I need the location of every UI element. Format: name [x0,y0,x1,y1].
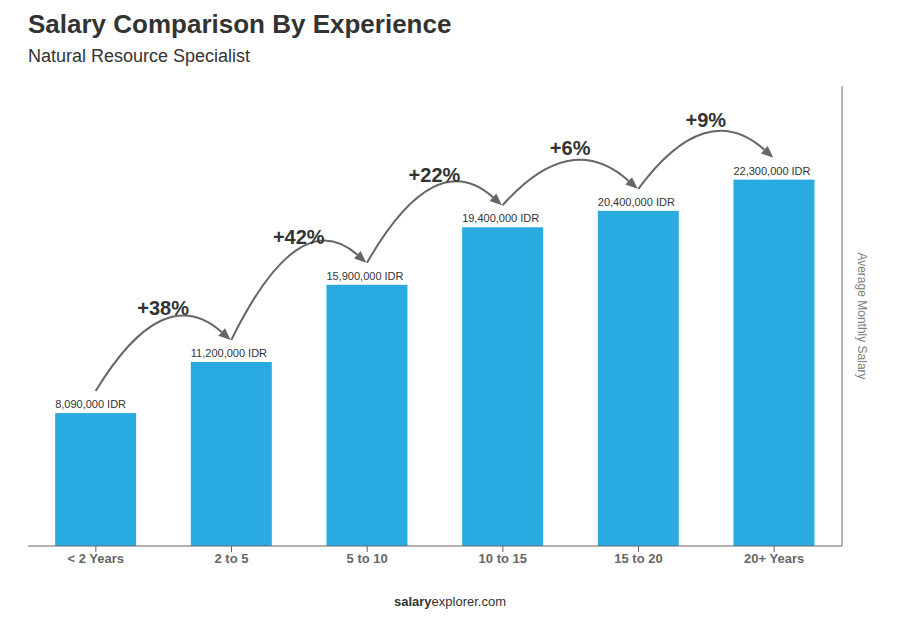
html-text:Salary Comparison By Experienc: Salary Comparison By Experience [28,9,452,39]
svg-text:+9%: +9% [686,109,727,131]
svg-text:2 to 5: 2 to 5 [215,551,249,566]
svg-text:+38%: +38% [137,297,189,319]
svg-text:8,090,000 IDR: 8,090,000 IDR [55,398,126,410]
svg-text:19,400,000 IDR: 19,400,000 IDR [462,212,539,224]
svg-text:+42%: +42% [273,226,325,248]
html-text:salary explorer.com: salary explorer.com [394,594,506,609]
svg-text:10 to 15: 10 to 15 [479,551,527,566]
svg-text:15 to 20: 15 to 20 [614,551,662,566]
svg-text:20,400,000 IDR: 20,400,000 IDR [598,196,675,208]
svg-text:Average Monthly Salary: Average Monthly Salary [855,252,869,379]
svg-text:11,200,000 IDR: 11,200,000 IDR [191,347,267,359]
svg-text:20+ Years: 20+ Years [744,551,804,566]
html-text:Natural Resource Specialist: Natural Resource Specialist [28,46,251,66]
svg-text:< 2 Years: < 2 Years [68,551,125,566]
svg-text:15,900,000 IDR: 15,900,000 IDR [326,270,403,282]
svg-text:+6%: +6% [550,137,591,159]
svg-text:+22%: +22% [409,164,461,186]
svg-text:22,300,000 IDR: 22,300,000 IDR [733,165,810,177]
svg-text:5 to 10: 5 to 10 [347,551,388,566]
